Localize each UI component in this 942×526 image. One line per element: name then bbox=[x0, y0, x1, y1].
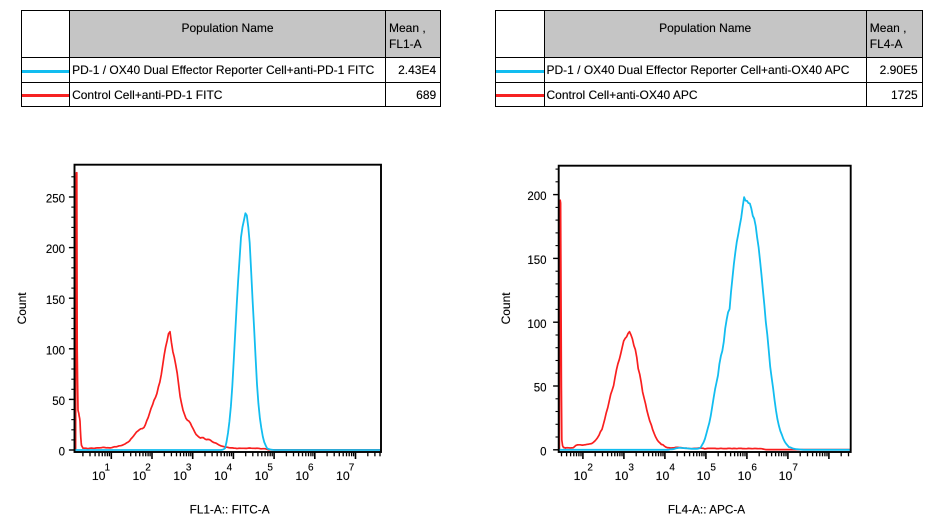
svg-text:10: 10 bbox=[214, 469, 228, 483]
svg-text:2: 2 bbox=[145, 463, 151, 474]
svg-text:10: 10 bbox=[92, 469, 106, 483]
svg-text:7: 7 bbox=[349, 463, 355, 474]
svg-text:200: 200 bbox=[46, 244, 65, 256]
svg-text:50: 50 bbox=[52, 396, 65, 408]
svg-text:10: 10 bbox=[255, 469, 269, 483]
svg-text:250: 250 bbox=[46, 194, 65, 206]
svg-text:2: 2 bbox=[587, 463, 593, 474]
svg-text:FL4-A:: APC-A: FL4-A:: APC-A bbox=[668, 503, 745, 517]
svg-text:100: 100 bbox=[527, 319, 546, 331]
svg-text:4: 4 bbox=[227, 463, 233, 474]
svg-text:10: 10 bbox=[173, 469, 187, 483]
svg-text:10: 10 bbox=[779, 469, 793, 483]
svg-text:10: 10 bbox=[295, 469, 309, 483]
svg-text:150: 150 bbox=[46, 295, 65, 307]
svg-text:50: 50 bbox=[534, 383, 547, 395]
svg-text:200: 200 bbox=[527, 191, 546, 203]
svg-text:3: 3 bbox=[628, 463, 634, 474]
svg-text:4: 4 bbox=[669, 463, 675, 474]
svg-text:150: 150 bbox=[527, 255, 546, 267]
svg-text:6: 6 bbox=[751, 463, 757, 474]
svg-text:3: 3 bbox=[186, 463, 192, 474]
svg-text:0: 0 bbox=[540, 446, 546, 458]
svg-text:1: 1 bbox=[105, 463, 111, 474]
svg-text:6: 6 bbox=[308, 463, 314, 474]
svg-text:10: 10 bbox=[738, 469, 752, 483]
svg-text:Count: Count bbox=[499, 292, 513, 325]
svg-text:7: 7 bbox=[792, 463, 798, 474]
svg-text:10: 10 bbox=[133, 469, 147, 483]
svg-text:10: 10 bbox=[656, 469, 670, 483]
svg-text:5: 5 bbox=[710, 463, 716, 474]
svg-text:100: 100 bbox=[46, 345, 65, 357]
svg-text:FL1-A:: FITC-A: FL1-A:: FITC-A bbox=[190, 503, 270, 517]
svg-text:5: 5 bbox=[267, 463, 273, 474]
svg-text:10: 10 bbox=[697, 469, 711, 483]
svg-text:0: 0 bbox=[59, 447, 65, 459]
svg-text:10: 10 bbox=[336, 469, 350, 483]
svg-text:Count: Count bbox=[15, 292, 29, 325]
svg-text:10: 10 bbox=[574, 469, 588, 483]
svg-text:10: 10 bbox=[615, 469, 629, 483]
